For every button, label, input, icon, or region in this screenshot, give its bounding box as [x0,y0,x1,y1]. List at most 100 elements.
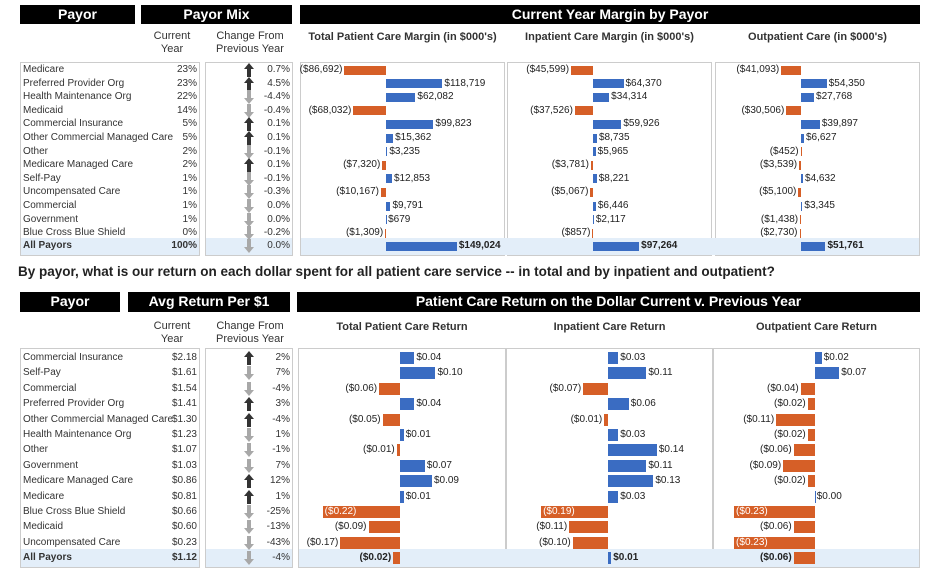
value-label: $0.06 [630,398,656,410]
bar [607,429,619,441]
bar [592,174,597,184]
change-value: -25% [266,506,290,517]
value-label: ($0.01) [570,413,603,425]
change-value: 0.7% [267,64,290,75]
current-value: $1.54 [171,382,197,394]
value-label: $27,768 [816,91,853,103]
value-label: $8,735 [598,132,630,143]
value-label: $3,235 [389,145,420,157]
current-value: $2.18 [171,352,197,363]
bar [572,536,608,549]
chart-panel [507,62,712,256]
value-label: $0.07 [426,459,452,471]
bar [393,552,401,564]
bar [800,133,804,143]
value-label: ($0.04) [767,382,799,394]
payor-name: Medicare Managed Care [23,159,134,171]
value-label: $3,345 [804,200,835,211]
change-value: -4% [272,382,290,394]
bar [814,490,816,503]
bar [322,506,401,518]
chart-title: Total Patient Care Return [336,321,468,333]
bar [592,79,624,89]
payor-name: Health Maintenance Org [23,91,132,103]
bar [800,382,815,395]
bar [793,521,815,534]
bar [385,174,392,184]
bar [368,521,401,534]
value-label: $0.03 [620,429,646,440]
bar [574,106,593,116]
value-label: ($41,093) [736,64,780,75]
bar [793,444,815,457]
trend-arrow [244,443,254,458]
change-value: 3% [275,398,290,410]
value-label: $0.14 [658,444,684,456]
payor-name: Medicare Managed Care [23,475,134,487]
value-label: ($0.23) [736,536,768,548]
value-label: $39,897 [821,118,858,130]
value-label: ($0.11) [743,413,775,425]
payor-name: Government [23,213,79,225]
value-label: $0.04 [416,398,442,410]
arrow-icon [244,185,254,200]
column-header: Current Year [153,320,191,345]
bar [807,398,815,411]
change-value: 7% [275,367,290,379]
trend-arrow [244,158,254,173]
bar [793,552,815,564]
arrow-icon [244,505,254,519]
current-value: $1.03 [171,459,197,471]
payor-name: Commercial [23,200,77,211]
arrow-icon [244,212,254,227]
change-value: -0.1% [263,172,290,184]
change-value: 4.5% [267,77,290,89]
value-label: $97,264 [641,240,678,251]
bar [379,382,401,395]
payor-name: Commercial [23,382,77,394]
value-label: $0.03 [620,490,646,502]
current-value: 0% [182,227,197,239]
question: By payor, what is our return on each dol… [18,264,775,279]
value-label: ($0.06) [345,382,378,394]
bar [800,201,803,211]
value-label: ($0.07) [549,382,582,394]
value-label: ($45,599) [526,64,570,75]
bar [798,187,801,197]
bar [380,187,386,197]
trend-arrow [244,103,254,118]
section-header: Payor [20,292,120,312]
trend-arrow [244,428,254,442]
chart-panel [300,62,505,256]
change-value: 0.0% [267,240,290,251]
value-label: ($5,067) [551,186,589,198]
current-value: 22% [176,91,197,103]
current-value: 5% [182,132,197,143]
chart-panel [298,348,506,568]
bar [592,92,610,102]
payor-name: Uncompensated Care [23,186,121,198]
bar [591,160,593,170]
bar [607,475,654,488]
section-header: Payor Mix [141,5,292,24]
chart-title: Outpatient Care Return [755,321,877,333]
value-label: $54,350 [828,77,865,89]
current-value: $0.81 [171,490,197,502]
trend-arrow [244,239,254,253]
payor-name: Other [23,145,49,157]
change-value: -13% [266,521,290,533]
value-label: ($0.10) [538,536,571,548]
value-label: $149,024 [458,240,501,251]
bar [607,459,647,472]
column-header: Current Year [153,30,191,55]
current-value: 1% [182,172,197,184]
value-label: $4,632 [805,172,836,184]
payor-name: Blue Cross Blue Shield [23,506,126,517]
payor-name: Commercial Insurance [23,118,124,130]
payor-name: Self-Pay [23,367,61,379]
arrow-icon [244,458,254,473]
value-label: ($857) [561,227,591,239]
trend-arrow [244,131,254,145]
current-value: $0.86 [171,475,197,487]
